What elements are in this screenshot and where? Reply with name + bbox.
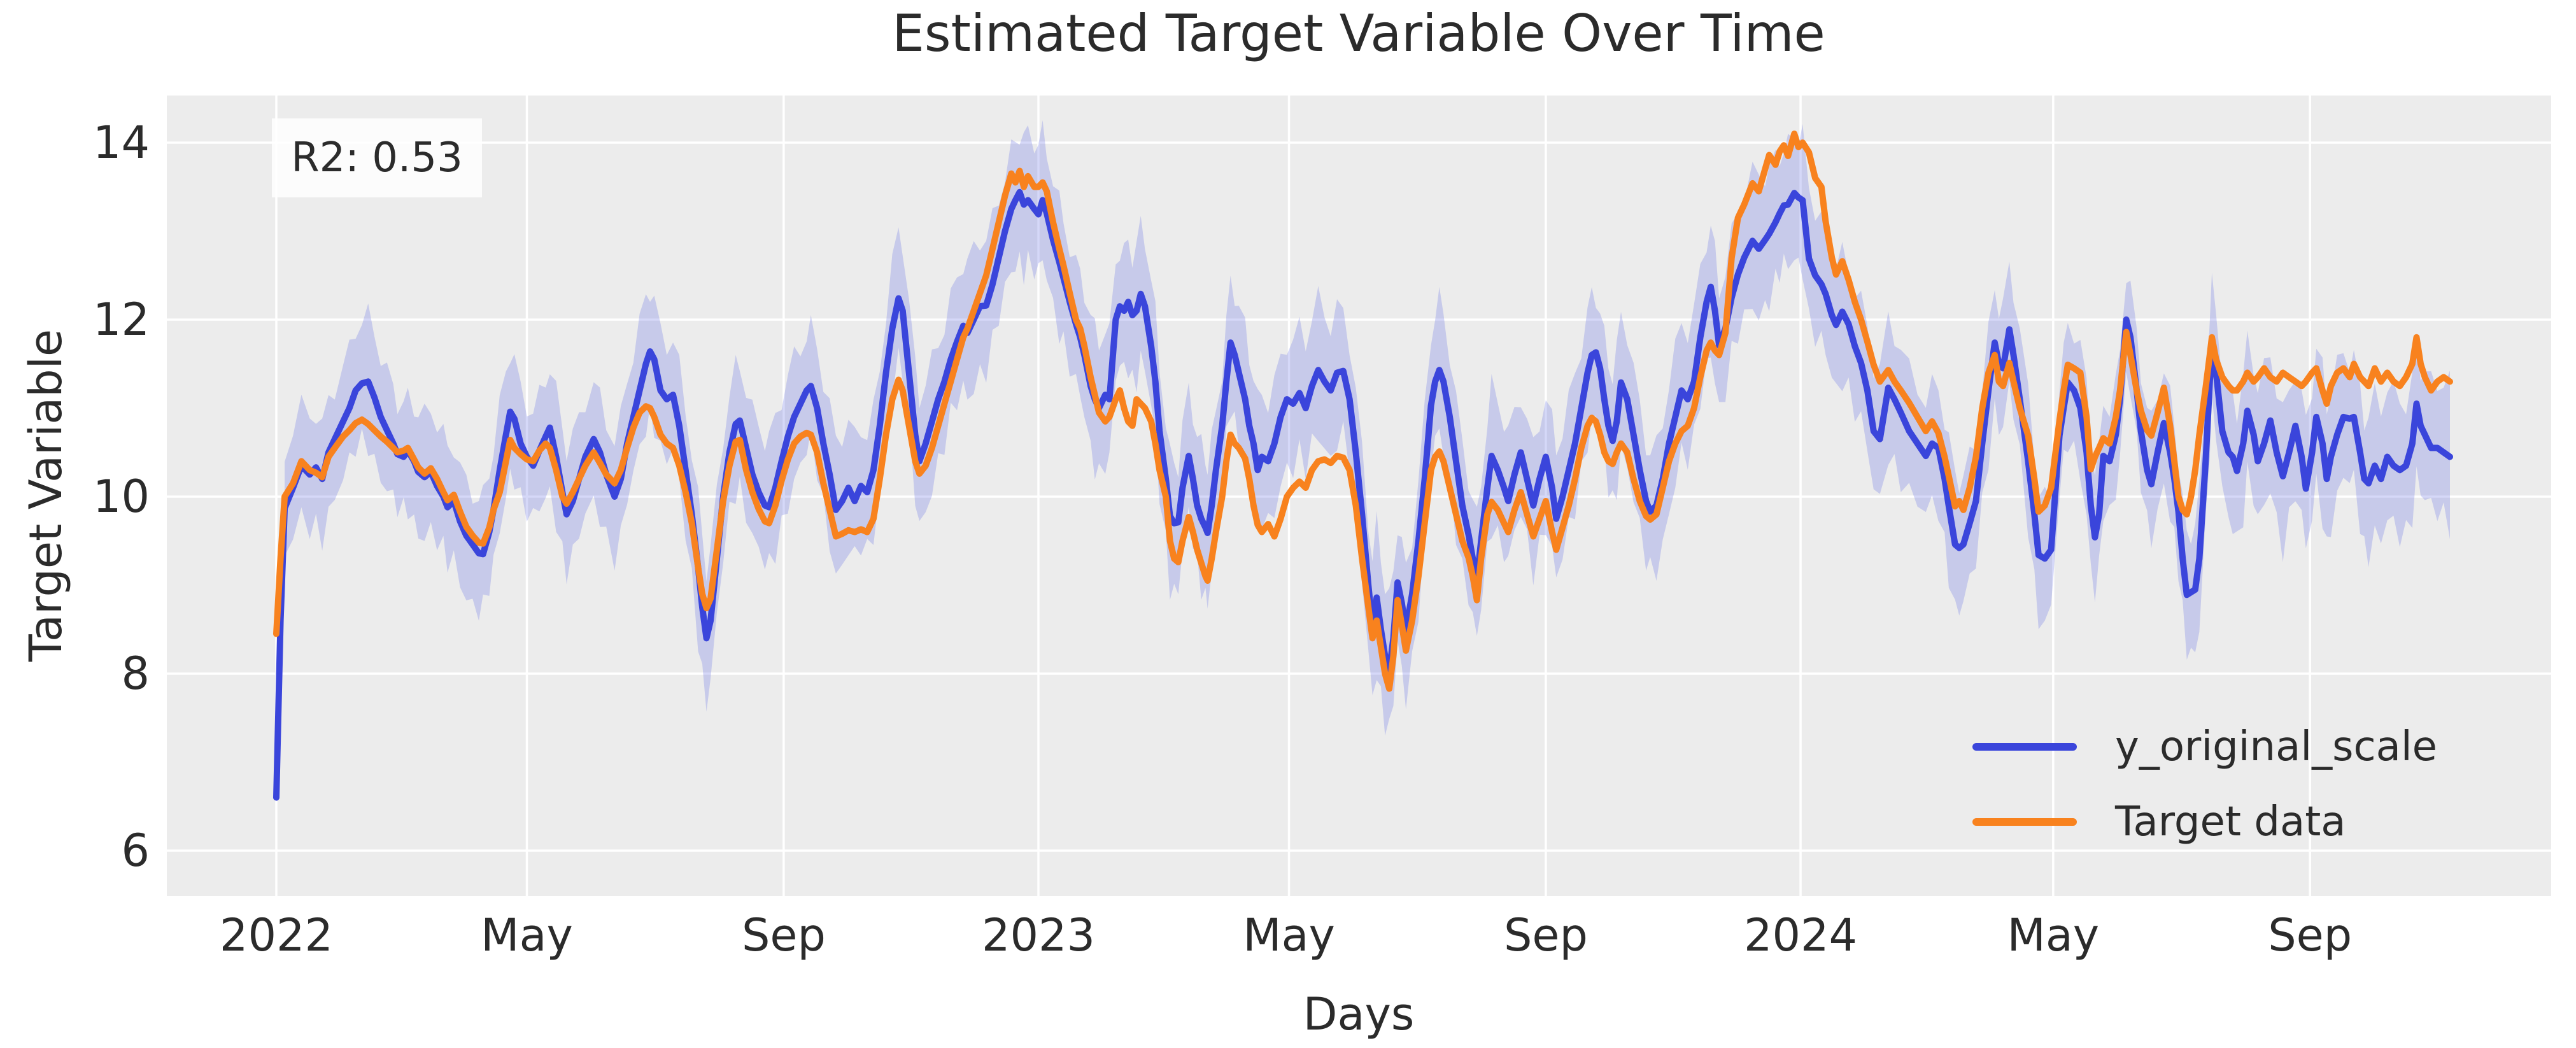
x-tick-label: Sep (741, 909, 826, 961)
legend-swatch-blue (1972, 743, 2077, 751)
y-tick-label: 12 (92, 294, 150, 346)
legend-item-y-original-scale: y_original_scale (1972, 712, 2437, 782)
r2-annotation: R2: 0.53 (272, 118, 482, 197)
y-tick-label: 8 (121, 648, 150, 700)
x-tick-label: Sep (1503, 909, 1588, 961)
series-line-target-data (273, 131, 2453, 692)
chart-title: Estimated Target Variable Over Time (892, 4, 1825, 63)
x-tick-label: May (2007, 909, 2100, 961)
x-tick-label: 2023 (981, 909, 1096, 961)
x-tick-label: 2024 (1743, 909, 1858, 961)
x-axis-label: Days (1303, 988, 1415, 1040)
y-tick-label: 6 (121, 825, 150, 877)
legend-item-target-data: Target data (1972, 787, 2346, 857)
x-tick-label: 2022 (219, 909, 334, 961)
x-tick-label: May (1243, 909, 1335, 961)
r2-annotation-text: R2: 0.53 (291, 134, 463, 181)
x-tick-label: Sep (2268, 909, 2353, 961)
x-tick-label: May (481, 909, 573, 961)
legend-label: y_original_scale (2115, 723, 2437, 770)
legend-label: Target data (2115, 798, 2346, 846)
y-tick-label: 10 (92, 471, 150, 523)
legend-swatch-orange (1972, 818, 2077, 826)
y-tick-label: 14 (92, 117, 150, 169)
series-line-y-original-scale (273, 188, 2453, 801)
